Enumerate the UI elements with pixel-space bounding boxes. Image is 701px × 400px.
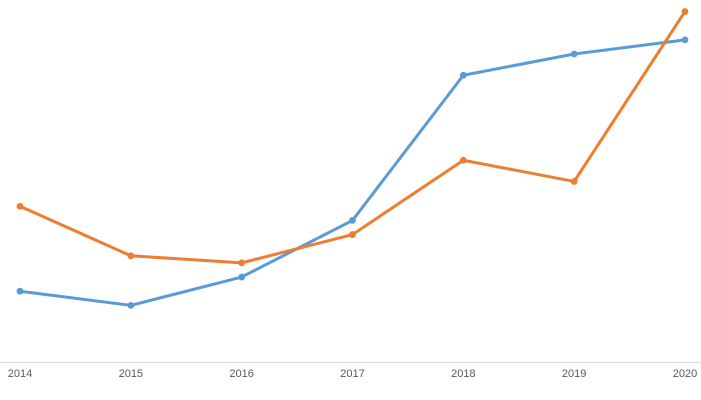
series-line-orange	[18, 10, 687, 265]
data-point-blue-2018	[459, 71, 467, 79]
data-point-orange-2020	[681, 8, 689, 15]
x-axis-label-2020: 2020	[673, 368, 697, 380]
x-axis-label-2017: 2017	[340, 368, 364, 380]
data-point-blue-2015	[127, 301, 135, 309]
data-point-blue-2020	[681, 36, 689, 44]
x-axis-label-2019: 2019	[562, 368, 586, 380]
data-point-orange-2018	[459, 156, 467, 164]
data-point-blue-2014	[16, 287, 24, 295]
data-point-blue-2017	[349, 217, 356, 224]
data-point-blue-2016	[238, 273, 246, 281]
data-point-orange-2019	[570, 178, 578, 185]
data-point-orange-2016	[238, 259, 246, 267]
x-axis-label-2015: 2015	[119, 368, 143, 380]
data-point-orange-2014	[16, 202, 24, 210]
x-axis-label-2018: 2018	[451, 368, 475, 380]
x-axis-label-2014: 2014	[8, 368, 32, 380]
data-point-orange-2015	[127, 252, 135, 260]
x-axis-label-2016: 2016	[229, 368, 253, 380]
data-point-blue-2019	[570, 50, 578, 58]
data-point-orange-2017	[349, 231, 356, 238]
series-line-blue	[18, 38, 687, 307]
